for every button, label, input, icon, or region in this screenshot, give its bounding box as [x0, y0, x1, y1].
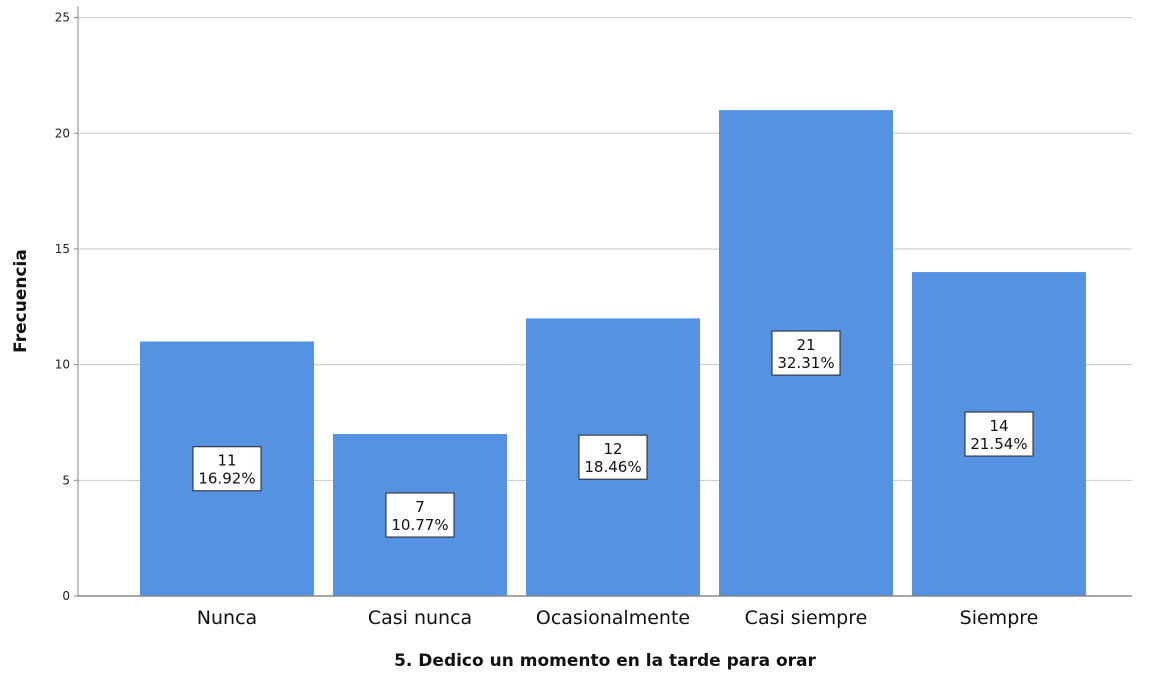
data-label-percent: 18.46%: [584, 458, 641, 476]
data-label-box: [385, 492, 455, 538]
data-label-box: [578, 434, 648, 480]
data-label-count: 14: [989, 417, 1008, 435]
y-tick-label: 15: [55, 242, 70, 256]
data-label-box: [964, 411, 1034, 457]
y-axis-title: Frecuencia: [11, 249, 31, 353]
axes: [74, 6, 1132, 597]
data-label-percent: 10.77%: [391, 516, 448, 534]
data-label-percent: 32.31%: [777, 354, 834, 372]
x-tick-label: Casi siempre: [745, 607, 868, 629]
y-tick-label: 10: [55, 358, 70, 372]
x-tick-label: Nunca: [197, 607, 257, 629]
y-tick-labels: 0 5 10 15 20 25: [55, 11, 70, 603]
y-tick-label: 20: [55, 126, 70, 140]
y-tick-label: 5: [62, 473, 70, 487]
y-tick-label: 0: [62, 589, 70, 603]
x-tick-label: Siempre: [960, 607, 1039, 629]
data-label-count: 12: [603, 440, 622, 458]
data-label-box: [771, 330, 841, 376]
x-tick-label: Casi nunca: [368, 607, 472, 629]
x-axis-title: 5. Dedico un momento en la tarde para or…: [394, 651, 816, 671]
bars: [140, 110, 1086, 596]
y-tick-label: 25: [55, 11, 70, 25]
data-label-percent: 21.54%: [970, 435, 1027, 453]
x-tick-label: Ocasionalmente: [536, 607, 690, 629]
data-label-count: 11: [217, 452, 236, 470]
data-label-count: 21: [796, 336, 815, 354]
x-tick-labels: Nunca Casi nunca Ocasionalmente Casi siempr…: [197, 607, 1039, 629]
data-label-count: 7: [415, 498, 425, 516]
data-label-percent: 16.92%: [198, 470, 255, 488]
data-label-box: [192, 446, 262, 492]
